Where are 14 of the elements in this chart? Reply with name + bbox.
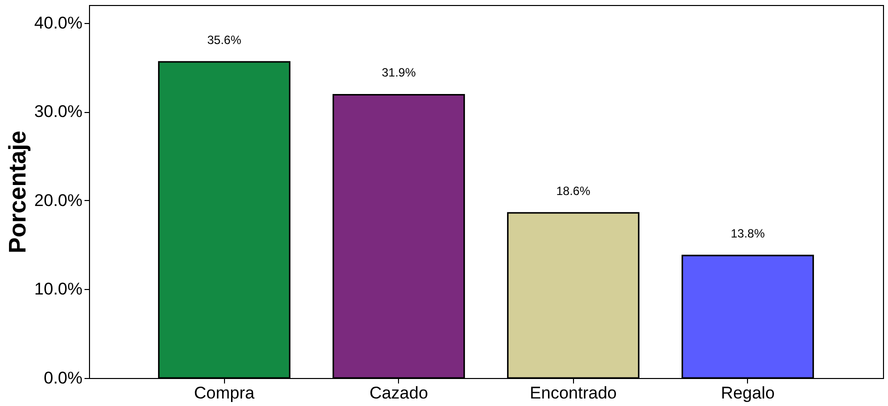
data-label: 35.6% [207,32,242,47]
y-tick-label: 20.0% [34,190,82,210]
x-tick-label: Encontrado [530,384,617,402]
data-label: 31.9% [382,66,416,80]
data-label: 18.6% [556,184,591,198]
x-tick-label: Compra [194,384,256,402]
y-tick-label: 0.0% [44,368,82,388]
y-tick-label: 40.0% [34,13,82,32]
y-tick-label: 10.0% [34,280,82,299]
y-axis-title: Porcentaje [4,130,32,254]
y-tick-label: 30.0% [34,102,82,122]
x-tick-label: Cazado [369,384,428,402]
data-label: 13.8% [730,226,766,240]
x-tick-label: Regalo [720,384,775,402]
